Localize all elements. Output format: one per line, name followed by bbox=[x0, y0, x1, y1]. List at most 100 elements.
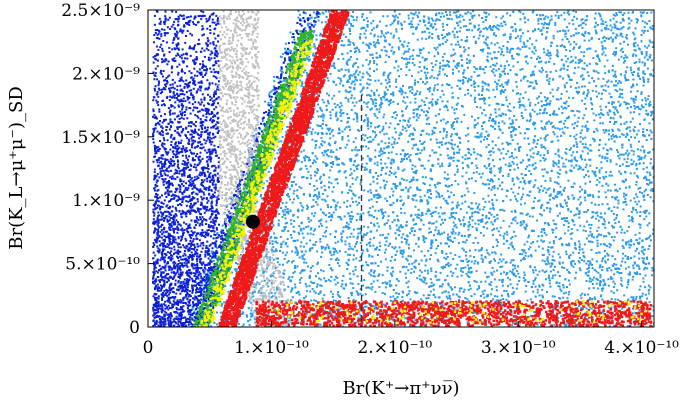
scatter-point bbox=[356, 176, 359, 179]
scatter-point bbox=[348, 43, 351, 46]
scatter-point bbox=[589, 47, 592, 50]
scatter-point bbox=[303, 258, 306, 261]
scatter-point bbox=[609, 24, 612, 27]
scatter-point bbox=[329, 132, 332, 135]
scatter-point bbox=[652, 148, 654, 151]
scatter-point bbox=[316, 133, 319, 136]
scatter-point bbox=[515, 92, 518, 95]
scatter-point bbox=[388, 141, 390, 144]
scatter-point bbox=[472, 83, 475, 86]
scatter-point bbox=[646, 129, 648, 131]
scatter-point bbox=[498, 149, 501, 152]
scatter-point bbox=[636, 211, 639, 214]
scatter-point bbox=[456, 132, 458, 135]
scatter-point bbox=[391, 266, 394, 269]
scatter-point bbox=[334, 140, 337, 143]
scatter-point bbox=[340, 120, 343, 122]
scatter-point bbox=[358, 227, 361, 230]
scatter-point bbox=[534, 103, 537, 106]
scatter-point bbox=[565, 152, 568, 155]
scatter-point bbox=[354, 245, 356, 248]
scatter-point bbox=[411, 92, 414, 94]
scatter-point bbox=[321, 144, 324, 147]
scatter-point bbox=[562, 165, 565, 168]
scatter-point bbox=[336, 201, 339, 204]
scatter-point bbox=[339, 250, 341, 253]
scatter-point bbox=[533, 46, 536, 48]
scatter-point bbox=[245, 314, 248, 317]
scatter-point bbox=[630, 158, 633, 161]
scatter-point bbox=[337, 132, 340, 135]
scatter-point bbox=[622, 153, 625, 156]
scatter-point bbox=[415, 223, 418, 225]
scatter-point bbox=[490, 170, 493, 173]
scatter-point bbox=[433, 293, 435, 296]
scatter-point bbox=[485, 249, 488, 252]
scatter-point bbox=[621, 47, 624, 50]
scatter-point bbox=[527, 98, 530, 101]
scatter-point bbox=[523, 137, 526, 140]
scatter-point bbox=[537, 17, 540, 20]
scatter-point bbox=[359, 288, 362, 290]
scatter-point bbox=[552, 274, 554, 277]
scatter-point bbox=[372, 180, 375, 183]
scatter-point bbox=[421, 280, 424, 283]
scatter-point bbox=[493, 258, 496, 261]
scatter-point bbox=[574, 213, 577, 216]
scatter-point bbox=[494, 144, 497, 147]
scatter-point bbox=[377, 79, 380, 82]
scatter-point bbox=[550, 262, 553, 265]
scatter-point bbox=[492, 71, 495, 74]
scatter-point bbox=[390, 299, 392, 302]
scatter-point bbox=[648, 212, 651, 215]
scatter-point bbox=[349, 215, 352, 218]
scatter-point bbox=[453, 225, 456, 228]
scatter-point bbox=[485, 43, 488, 46]
scatter-point bbox=[445, 134, 448, 137]
scatter-point bbox=[275, 296, 278, 299]
scatter-point bbox=[519, 40, 522, 43]
scatter-point bbox=[543, 51, 546, 54]
scatter-point bbox=[324, 151, 327, 154]
scatter-point bbox=[500, 114, 503, 117]
scatter-point bbox=[223, 301, 226, 304]
scatter-point bbox=[582, 34, 584, 36]
scatter-point bbox=[527, 30, 530, 33]
scatter-point bbox=[366, 82, 368, 85]
scatter-point bbox=[441, 34, 443, 36]
scatter-point bbox=[555, 282, 558, 285]
scatter-point bbox=[642, 195, 645, 198]
scatter-point bbox=[339, 307, 342, 310]
scatter-point bbox=[427, 27, 430, 30]
scatter-point bbox=[356, 203, 359, 206]
scatter-point bbox=[636, 271, 639, 274]
scatter-point bbox=[407, 195, 410, 198]
scatter-point bbox=[644, 99, 647, 102]
scatter-point bbox=[357, 283, 360, 286]
scatter-point bbox=[605, 171, 608, 174]
scatter-point bbox=[637, 68, 640, 71]
scatter-point bbox=[519, 253, 521, 255]
scatter-point bbox=[398, 75, 401, 78]
scatter-point bbox=[224, 226, 227, 229]
scatter-point bbox=[428, 184, 431, 187]
scatter-point bbox=[451, 106, 454, 109]
scatter-point bbox=[453, 153, 456, 156]
scatter-point bbox=[639, 314, 642, 317]
scatter-point bbox=[494, 252, 497, 255]
scatter-point bbox=[424, 82, 427, 85]
scatter-point bbox=[652, 69, 654, 72]
scatter-point bbox=[403, 155, 406, 158]
scatter-point bbox=[410, 179, 413, 182]
scatter-point bbox=[360, 27, 363, 30]
scatter-point bbox=[528, 215, 531, 218]
scatter-point bbox=[397, 46, 400, 49]
scatter-point bbox=[306, 22, 309, 25]
scatter-point bbox=[551, 255, 554, 258]
scatter-point bbox=[635, 180, 638, 183]
scatter-point bbox=[405, 266, 408, 269]
scatter-point bbox=[512, 11, 515, 13]
scatter-point bbox=[578, 165, 581, 168]
scatter-point bbox=[452, 159, 455, 162]
scatter-point bbox=[350, 94, 353, 97]
